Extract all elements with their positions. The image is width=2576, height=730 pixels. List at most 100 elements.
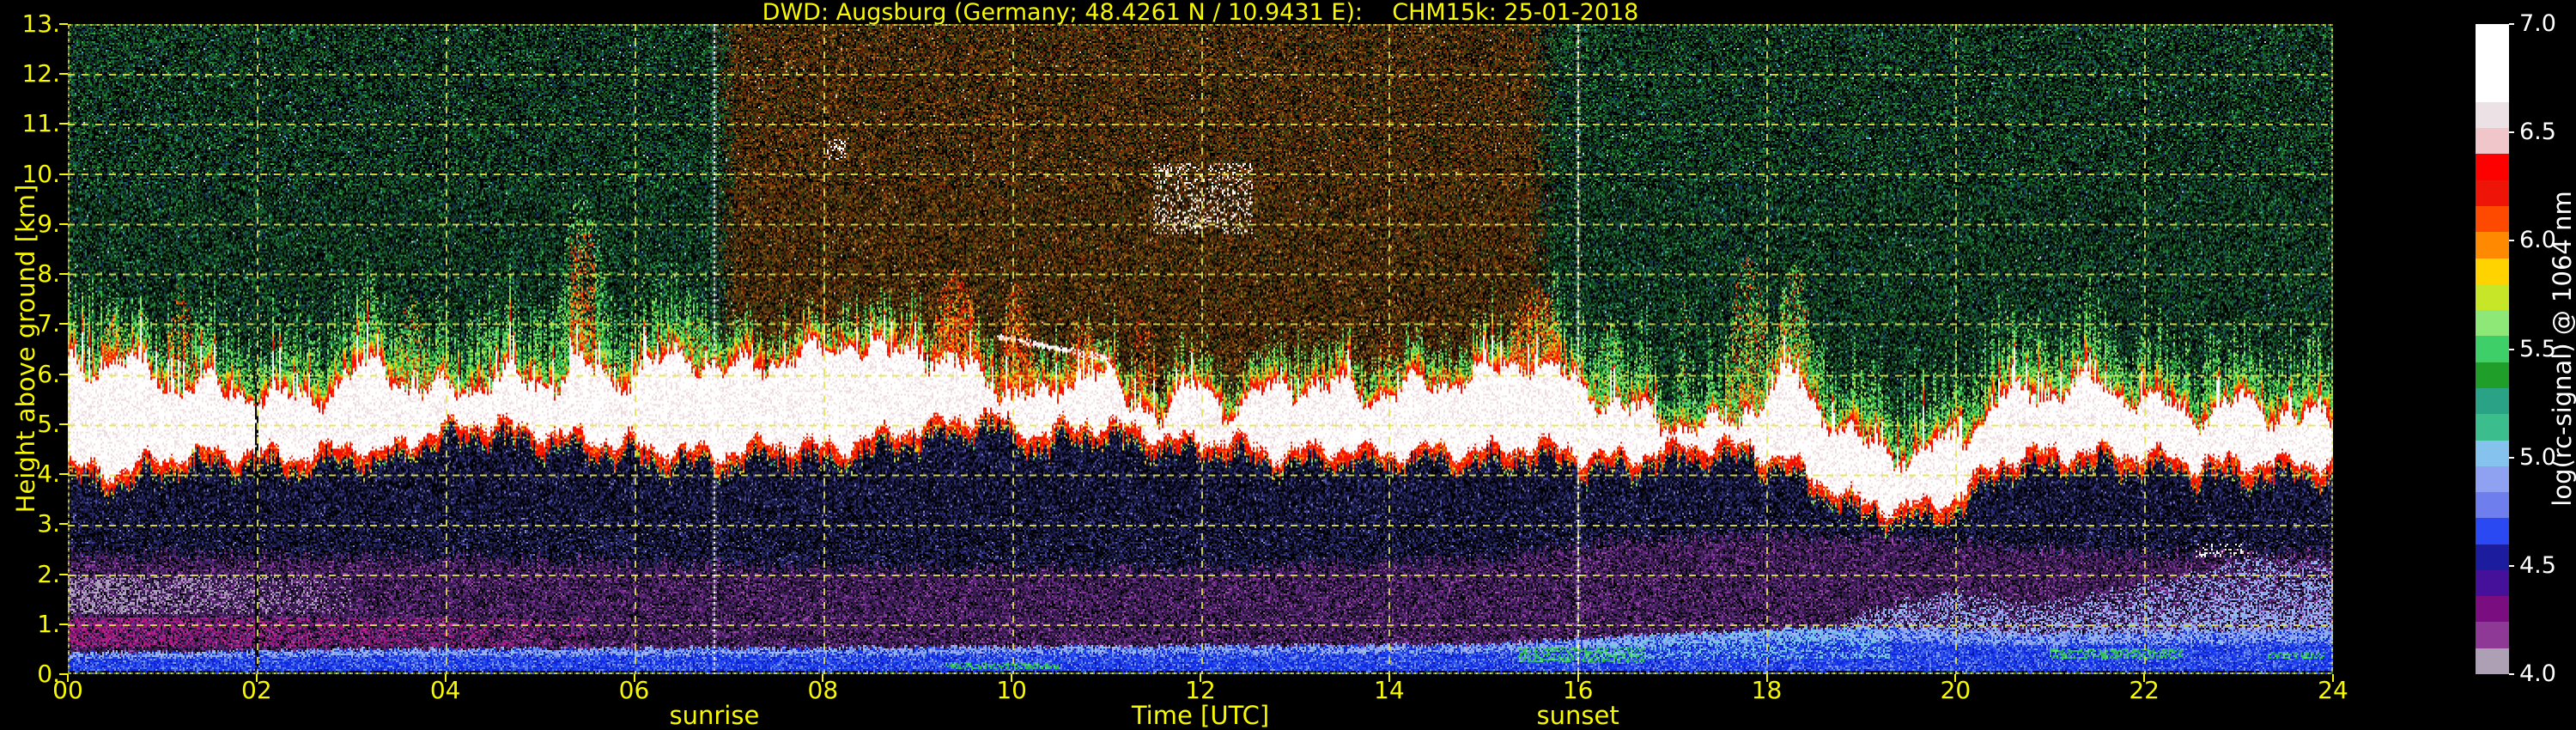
y-tick-label: 13. — [21, 9, 60, 38]
x-tick-label: 08 — [807, 676, 839, 704]
colorbar-tick-mark — [2509, 348, 2514, 350]
colorbar-segment — [2476, 24, 2509, 51]
colorbar-segment — [2476, 101, 2509, 129]
x-tick-label: 18 — [1751, 676, 1783, 704]
colorbar-segment — [2476, 569, 2509, 597]
x-tick-mark — [255, 674, 258, 682]
y-tick-mark — [59, 173, 68, 175]
colorbar-tick-label: 4.5 — [2519, 551, 2556, 579]
sunset-annotation: sunset — [1536, 701, 1619, 730]
y-tick-label: 6. — [37, 359, 60, 388]
colorbar-tick-label: 6.5 — [2519, 119, 2556, 146]
y-tick-label: 1. — [37, 609, 60, 638]
y-tick-mark — [59, 222, 68, 225]
x-axis-label: Time [UTC] — [1131, 701, 1270, 730]
colorbar-segment — [2476, 387, 2509, 415]
colorbar-tick-label: 5.5 — [2519, 335, 2556, 362]
x-tick-label: 20 — [1940, 676, 1971, 704]
colorbar-segment — [2476, 518, 2509, 544]
colorbar-tick-mark — [2509, 131, 2514, 134]
plot-title: DWD: Augsburg (Germany; 48.4261 N / 10.9… — [762, 0, 1639, 26]
x-tick-label: 06 — [618, 676, 650, 704]
sunrise-annotation: sunrise — [669, 701, 760, 730]
colorbar-tick-mark — [2509, 673, 2514, 675]
colorbar-segment — [2476, 283, 2509, 311]
y-tick-label: 3. — [37, 509, 60, 538]
lidar-heatmap-canvas — [68, 24, 2333, 674]
x-tick-mark — [444, 674, 447, 682]
x-tick-mark — [1388, 674, 1390, 682]
colorbar-tick-mark — [2509, 240, 2514, 242]
y-tick-mark — [59, 473, 68, 476]
colorbar-tick-label: 7.0 — [2519, 10, 2556, 37]
colorbar-segment — [2476, 362, 2509, 388]
colorbar-segment — [2476, 336, 2509, 362]
x-tick-label: 10 — [996, 676, 1027, 704]
colorbar-tick-mark — [2509, 23, 2514, 25]
x-tick-mark — [67, 674, 69, 682]
y-tick-mark — [59, 673, 68, 675]
colorbar-segment — [2476, 50, 2509, 76]
colorbar-segment — [2476, 465, 2509, 493]
y-tick-mark — [59, 123, 68, 125]
x-tick-mark — [1577, 674, 1579, 682]
colorbar-segment — [2476, 232, 2509, 259]
colorbar-segment — [2476, 154, 2509, 180]
colorbar-segment — [2476, 76, 2509, 102]
y-tick-label: 12. — [21, 59, 60, 88]
y-tick-label: 4. — [37, 459, 60, 489]
colorbar-segment — [2476, 258, 2509, 284]
y-tick-label: 2. — [37, 559, 60, 588]
x-tick-label: 04 — [429, 676, 461, 704]
y-tick-mark — [59, 623, 68, 625]
x-tick-mark — [1954, 674, 1957, 682]
colorbar-segment — [2476, 128, 2509, 155]
colorbar-segment — [2476, 310, 2509, 337]
x-tick-label: 12 — [1185, 676, 1216, 704]
y-tick-mark — [59, 273, 68, 276]
x-tick-label: 16 — [1562, 676, 1594, 704]
x-tick-label: 24 — [2318, 676, 2348, 704]
colorbar-segment — [2476, 179, 2509, 206]
colorbar-segment — [2476, 440, 2509, 466]
colorbar-tick-mark — [2509, 456, 2514, 459]
x-tick-label: 22 — [2129, 676, 2160, 704]
x-tick-mark — [2332, 674, 2334, 682]
colorbar-tick-label: 5.0 — [2519, 443, 2556, 471]
y-tick-mark — [59, 23, 68, 25]
y-tick-label: 11. — [21, 109, 60, 138]
x-tick-mark — [1011, 674, 1013, 682]
y-tick-label: 9. — [37, 209, 60, 238]
x-tick-mark — [1765, 674, 1768, 682]
colorbar-tick-label: 4.0 — [2519, 660, 2556, 687]
colorbar-tick-label: 6.0 — [2519, 227, 2556, 254]
x-tick-label: 14 — [1374, 676, 1405, 704]
colorbar — [2476, 24, 2509, 675]
x-tick-mark — [633, 674, 635, 682]
colorbar-segment — [2476, 648, 2509, 675]
y-tick-mark — [59, 323, 68, 325]
colorbar-tick-mark — [2509, 564, 2514, 567]
y-tick-label: 8. — [37, 259, 60, 289]
colorbar-segment — [2476, 492, 2509, 519]
colorbar-segment — [2476, 622, 2509, 648]
x-tick-mark — [2143, 674, 2146, 682]
y-tick-mark — [59, 523, 68, 526]
y-tick-label: 7. — [37, 309, 60, 338]
x-tick-label: 02 — [241, 676, 272, 704]
x-tick-mark — [822, 674, 824, 682]
y-tick-label: 0. — [37, 660, 60, 688]
x-tick-mark — [1200, 674, 1201, 682]
colorbar-segment — [2476, 414, 2509, 441]
y-tick-label: 10. — [21, 159, 60, 188]
y-tick-mark — [59, 373, 68, 375]
colorbar-label: log(rc-signal) @ 1064 nm — [2548, 191, 2576, 507]
y-tick-mark — [59, 423, 68, 425]
colorbar-segment — [2476, 205, 2509, 233]
x-tick-label: 00 — [52, 676, 83, 704]
y-tick-mark — [59, 573, 68, 575]
y-tick-label: 5. — [37, 409, 60, 438]
colorbar-segment — [2476, 596, 2509, 623]
y-tick-mark — [59, 73, 68, 76]
